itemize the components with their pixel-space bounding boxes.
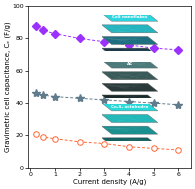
X-axis label: Current density (A/g): Current density (A/g)	[73, 178, 146, 185]
Y-axis label: Gravimetric cell capacitance, Cₑ (F/g): Gravimetric cell capacitance, Cₑ (F/g)	[4, 22, 11, 152]
